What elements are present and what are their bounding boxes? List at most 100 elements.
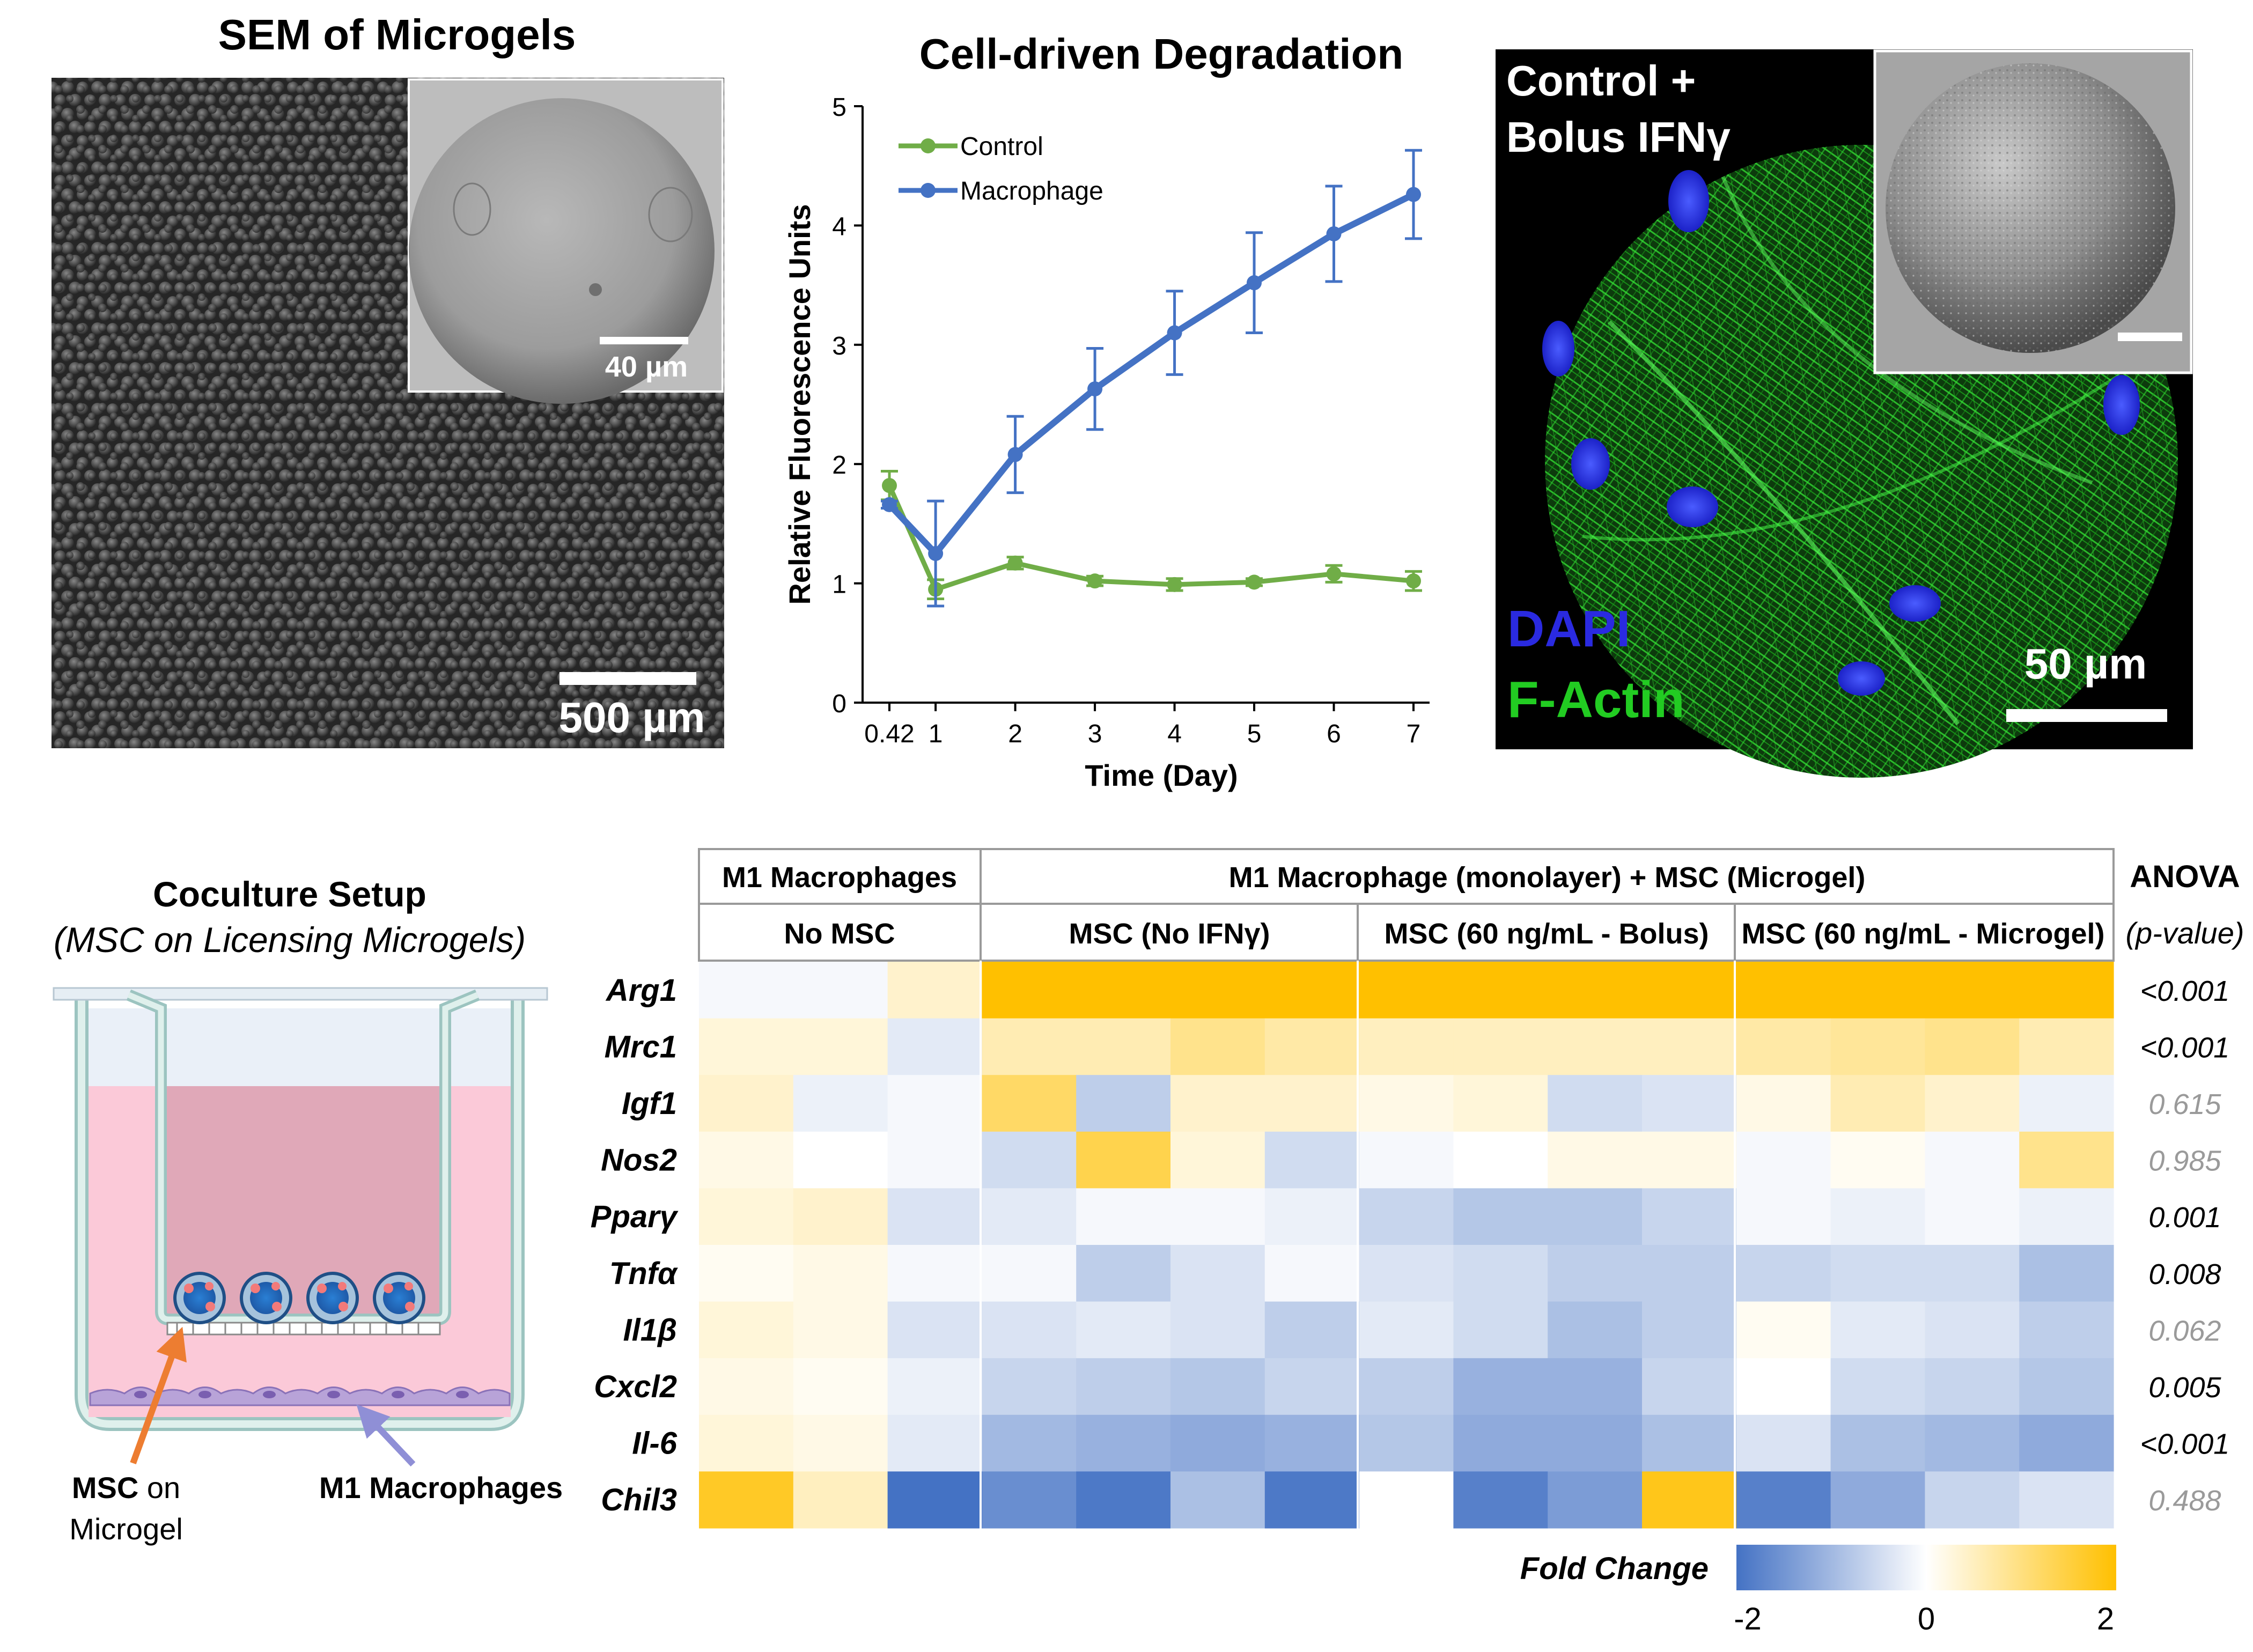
heatmap-cell: [1453, 1301, 1548, 1359]
heatmap-cell: [1170, 1301, 1265, 1359]
heatmap-cell: [699, 1018, 794, 1075]
heatmap-cell: [1170, 1188, 1265, 1245]
chart-legend: Control Macrophage: [899, 132, 1103, 205]
heatmap-cell: [1925, 1018, 2020, 1075]
gene-label: Cxcl2: [594, 1369, 677, 1404]
heatmap-cell: [793, 1471, 888, 1529]
gene-label: Chil3: [601, 1483, 677, 1517]
legend-swatch-marker: [921, 138, 936, 153]
confocal-panel: Control + Bolus IFNγ DAPI F-Actin 50 µm: [1496, 49, 2193, 778]
heatmap-cell: [982, 1358, 1077, 1415]
heatmap-cell: [793, 1075, 888, 1132]
coculture-title: Coculture Setup: [153, 874, 426, 914]
heatmap-cell: [1925, 1131, 2020, 1189]
colorbar-tick-mid: 0: [1918, 1602, 1935, 1636]
header-no-msc-group: M1 Macrophages: [722, 861, 957, 894]
header-no-msc: No MSC: [784, 918, 895, 950]
sem-panel: SEM of Microgels 40 µm 500 µm: [51, 11, 724, 748]
msc-arrow: [130, 1326, 187, 1465]
heatmap-cell: [982, 1018, 1077, 1075]
header-anova: ANOVA: [2130, 859, 2240, 894]
heatmap-cell: [1264, 1075, 1360, 1132]
legend-label: Macrophage: [960, 177, 1103, 205]
y-tick-label: 0: [832, 690, 846, 718]
heatmap-cell: [1642, 1245, 1737, 1302]
pvalue-label: 0.488: [2148, 1485, 2221, 1517]
heatmap-cell: [1359, 1188, 1454, 1245]
sem-scale-bar: [559, 672, 696, 685]
gene-label: Mrc1: [605, 1029, 677, 1064]
data-point: [882, 478, 897, 493]
data-point: [1406, 573, 1421, 589]
heatmap-cell: [982, 1414, 1077, 1472]
heatmap-cell: [1548, 1018, 1643, 1075]
heatmap-cell: [1642, 1301, 1737, 1359]
heatmap-cell: [1170, 1471, 1265, 1529]
data-point: [1247, 275, 1262, 291]
heatmap-cell: [1359, 1301, 1454, 1359]
data-point: [882, 497, 897, 512]
pvalue-label: 0.001: [2148, 1201, 2221, 1234]
heatmap-cells: [699, 962, 2114, 1529]
heatmap-cell: [1548, 1414, 1643, 1472]
heatmap-cell: [1642, 1018, 1737, 1075]
heatmap-cell: [793, 1131, 888, 1189]
series-line: [887, 484, 1414, 592]
heatmap-cell: [1548, 1131, 1643, 1189]
y-tick-label: 5: [832, 93, 846, 122]
heatmap-cell: [1170, 1018, 1265, 1075]
heatmap-cell: [887, 1245, 982, 1302]
heatmap-cell: [1453, 1018, 1548, 1075]
heatmap-cell: [1925, 1075, 2020, 1132]
heatmap-cell: [1076, 1414, 1171, 1472]
group-dividers: [980, 961, 1736, 1529]
colorbar-gradient: [1736, 1545, 2116, 1590]
coculture-panel: Coculture Setup (MSC on Licensing Microg…: [53, 874, 563, 1546]
gene-label: Nos2: [601, 1143, 677, 1178]
heatmap-cell: [1736, 962, 1831, 1019]
data-point: [1007, 555, 1023, 571]
heatmap-cell: [1170, 1358, 1265, 1415]
heatmap-cell: [793, 1301, 888, 1359]
series-macrophage: [881, 149, 1422, 608]
confocal-title-line2: Bolus IFNγ: [1506, 113, 1731, 161]
heatmap-cell: [1548, 1075, 1643, 1132]
data-point: [1167, 577, 1182, 592]
gene-label: Igf1: [622, 1086, 677, 1121]
x-tick-label: 3: [1088, 720, 1102, 748]
heatmap-cell: [1264, 1018, 1360, 1075]
heatmap-cell: [1830, 1471, 1925, 1529]
legend-label: Control: [960, 132, 1043, 161]
heatmap-cell: [793, 1358, 888, 1415]
heatmap-cell: [1170, 1245, 1265, 1302]
heatmap-cell: [1548, 962, 1643, 1019]
heatmap-cell: [1359, 1245, 1454, 1302]
heatmap-cell: [793, 1245, 888, 1302]
heatmap-cell: [2019, 1188, 2114, 1245]
sem-title: SEM of Microgels: [218, 11, 576, 58]
heatmap-cell: [699, 962, 794, 1019]
colorbar-label: Fold Change: [1520, 1551, 1709, 1586]
gene-label: Pparγ: [591, 1199, 679, 1234]
heatmap-cell: [1264, 1131, 1360, 1189]
dapi-label: DAPI: [1507, 600, 1630, 658]
chart-title: Cell-driven Degradation: [919, 30, 1403, 78]
inset-scale-bar: [600, 337, 688, 344]
heatmap-cell: [1548, 1245, 1643, 1302]
heatmap-cell: [1925, 962, 2020, 1019]
x-tick-label: 5: [1247, 720, 1262, 748]
data-point: [1087, 573, 1103, 589]
coculture-subtitle: (MSC on Licensing Microgels): [54, 920, 526, 960]
colorbar-tick-min: -2: [1734, 1602, 1762, 1636]
heatmap-cell: [1076, 1245, 1171, 1302]
heatmap-cell: [1925, 1188, 2020, 1245]
heatmap-cell: [1830, 1075, 1925, 1132]
heatmap-cell: [887, 962, 982, 1019]
gene-expression-heatmap: M1 Macrophages M1 Macrophage (monolayer)…: [591, 848, 2244, 1636]
data-point: [1007, 447, 1023, 462]
heatmap-cell: [982, 1131, 1077, 1189]
heatmap-cell: [1076, 1358, 1171, 1415]
heatmap-cell: [1359, 1471, 1454, 1529]
heatmap-cell: [699, 1471, 794, 1529]
heatmap-cell: [1736, 1358, 1831, 1415]
